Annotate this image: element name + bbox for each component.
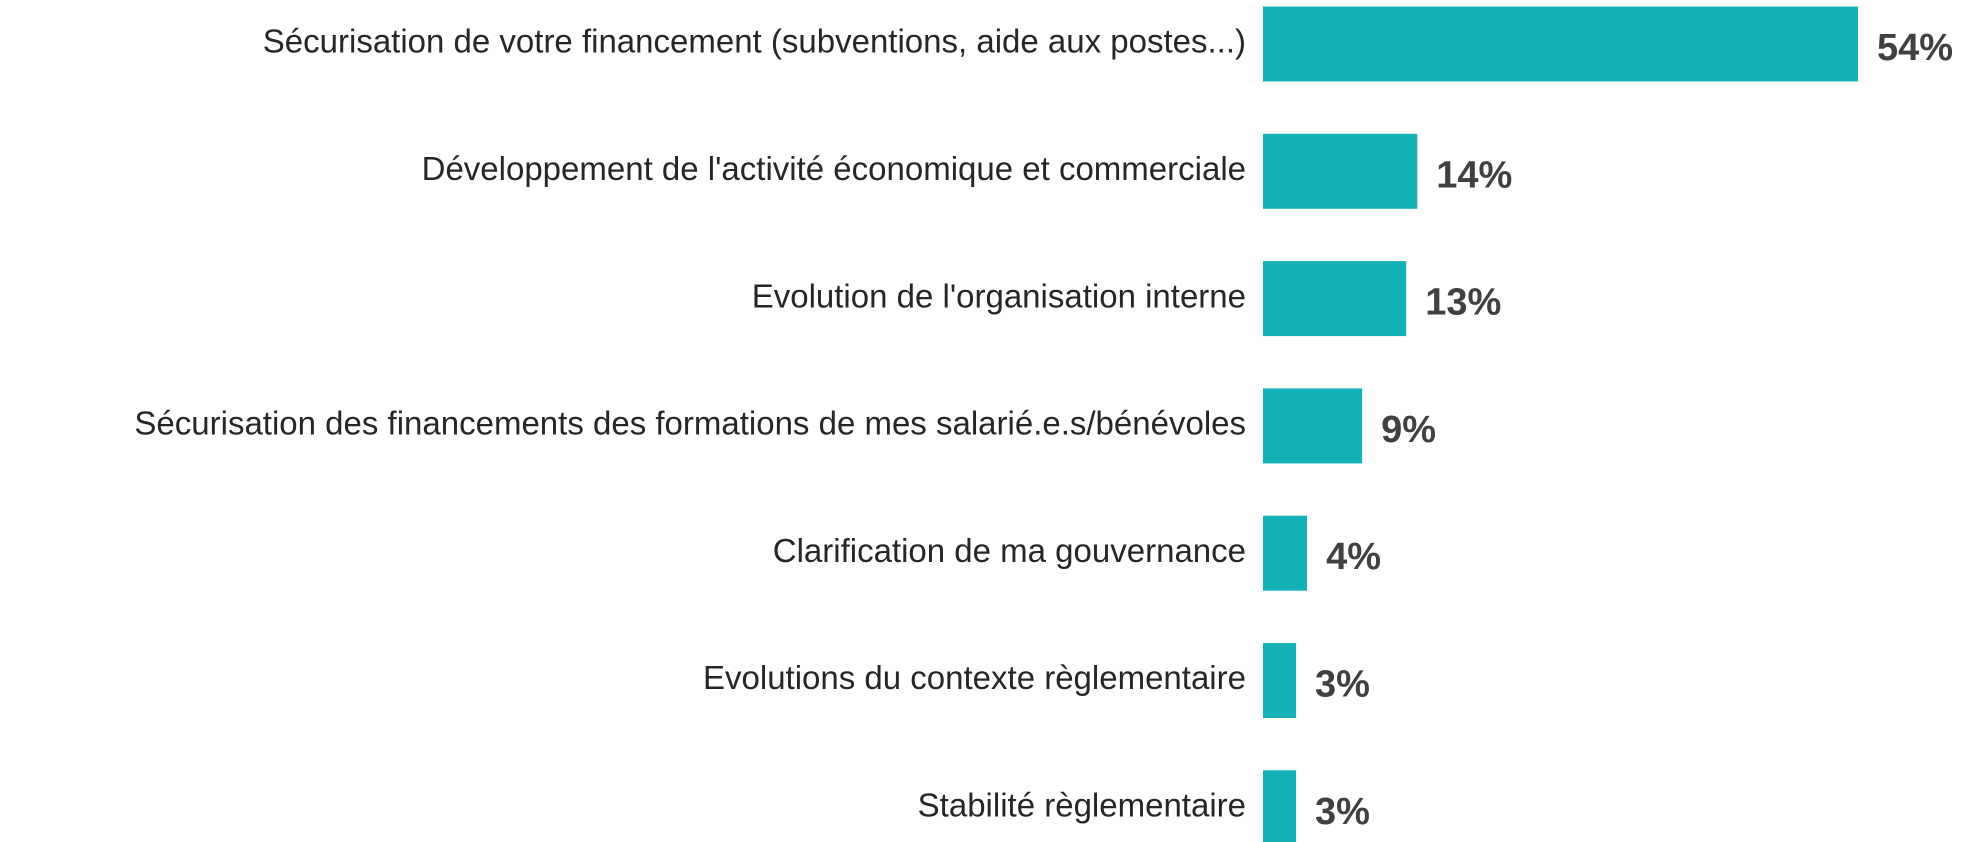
category-label: Développement de l'activité économique e… <box>422 150 1246 187</box>
bar <box>1263 770 1297 842</box>
value-label: 14% <box>1436 154 1512 196</box>
category-label: Evolution de l'organisation interne <box>752 277 1246 314</box>
bar <box>1263 515 1308 591</box>
category-label: Stabilité règlementaire <box>918 787 1246 824</box>
value-label: 13% <box>1425 282 1501 324</box>
value-label: 54% <box>1877 27 1953 69</box>
category-label: Clarification de ma gouvernance <box>773 532 1246 569</box>
category-label: Sécurisation des financements des format… <box>134 405 1246 442</box>
value-label: 4% <box>1326 536 1381 578</box>
value-label: 3% <box>1315 791 1370 833</box>
bar <box>1263 261 1407 337</box>
bar <box>1263 6 1858 82</box>
category-label: Sécurisation de votre financement (subve… <box>263 23 1246 60</box>
value-label: 3% <box>1315 664 1370 706</box>
bar <box>1263 643 1297 718</box>
bar <box>1263 388 1363 464</box>
bar <box>1263 133 1418 209</box>
value-label: 9% <box>1381 409 1436 451</box>
category-label: Evolutions du contexte règlementaire <box>703 659 1246 696</box>
